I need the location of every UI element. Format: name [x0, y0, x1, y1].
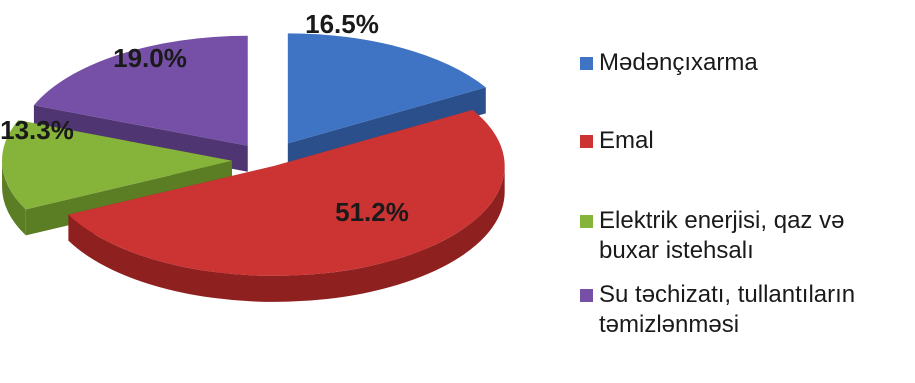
legend-item-medencixarma: Mədənçıxarma [580, 48, 910, 78]
pie-chart: 16.5% 51.2% 13.3% 19.0% [0, 9, 505, 302]
data-label-elektrik: 13.3% [0, 115, 74, 145]
slice-top-elektrik [2, 120, 233, 210]
slice-side-elektrik [2, 160, 26, 236]
legend-swatch-emal [580, 135, 593, 148]
legend-label-su-techizati: Su təchizatı, tullantıların təmizlənməsi [599, 281, 856, 338]
legend-swatch-medencixarma [580, 57, 593, 70]
slice-top-emal [68, 109, 505, 276]
slice-top-su-techizati [33, 35, 248, 146]
legend: Mədənçıxarma Emal Elektrik enerjisi, qaz… [580, 48, 910, 340]
legend-label-medencixarma: Mədənçıxarma [599, 49, 758, 76]
pie-slice-emal [68, 109, 505, 302]
legend-label-elektrik: Elektrik enerjisi, qaz və buxar istehsal… [599, 207, 845, 264]
data-label-emal: 51.2% [335, 197, 409, 227]
slice-top-medencixarma [287, 33, 486, 144]
legend-label-emal: Emal [599, 127, 654, 154]
data-label-medencixarma: 16.5% [305, 9, 379, 39]
slice-side-emal [68, 165, 505, 302]
legend-item-su-techizati: Su təchizatı, tullantıların təmizlənməsi [580, 280, 910, 340]
legend-swatch-elektrik [580, 215, 593, 228]
legend-swatch-su-techizati [580, 289, 593, 302]
legend-item-emal: Emal [580, 126, 910, 156]
data-label-su-techizati: 19.0% [113, 43, 187, 73]
legend-item-elektrik: Elektrik enerjisi, qaz və buxar istehsal… [580, 206, 910, 266]
